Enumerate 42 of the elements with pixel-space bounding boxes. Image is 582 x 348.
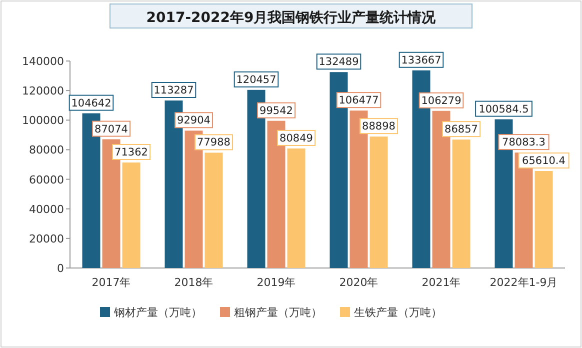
bar bbox=[534, 170, 553, 268]
bar bbox=[122, 162, 140, 268]
data-label: 113287 bbox=[154, 84, 194, 96]
y-tick-label: 120000 bbox=[22, 84, 64, 98]
y-tick-label: 100000 bbox=[22, 114, 64, 128]
chart-title: 2017-2022年9月我国钢铁行业产量统计情况 bbox=[146, 9, 437, 26]
legend-label: 粗钢产量（万吨） bbox=[234, 306, 322, 319]
x-tick-label: 2021年 bbox=[422, 276, 461, 289]
data-label: 71362 bbox=[114, 146, 148, 158]
data-label: 100584.5 bbox=[478, 103, 529, 116]
y-tick-label: 80000 bbox=[29, 144, 64, 157]
x-tick-label: 2020年 bbox=[339, 276, 378, 289]
x-tick-label: 2018年 bbox=[174, 276, 214, 289]
data-label: 132489 bbox=[318, 56, 359, 68]
legend-label: 钢材产量（万吨） bbox=[113, 306, 202, 319]
data-label: 106477 bbox=[338, 94, 379, 107]
data-label: 80849 bbox=[280, 132, 313, 144]
data-label: 86857 bbox=[444, 124, 478, 136]
x-tick-label: 2019年 bbox=[256, 276, 296, 289]
y-tick-label: 20000 bbox=[29, 232, 64, 246]
data-label: 99542 bbox=[260, 104, 293, 117]
x-tick-label: 2017年 bbox=[92, 276, 131, 289]
legend-label: 生铁产量（万吨） bbox=[354, 306, 442, 319]
x-tick-label: 2022年1-9月 bbox=[490, 276, 558, 289]
data-label: 65610.4 bbox=[522, 154, 566, 167]
y-tick-label: 0 bbox=[57, 262, 64, 275]
bar bbox=[287, 148, 306, 268]
y-tick-label: 40000 bbox=[29, 202, 64, 216]
bar bbox=[204, 152, 223, 268]
data-label: 120457 bbox=[236, 74, 276, 86]
y-tick-label: 60000 bbox=[29, 173, 64, 186]
data-label: 106279 bbox=[421, 94, 462, 107]
data-label: 87074 bbox=[94, 123, 128, 136]
data-label: 88898 bbox=[362, 120, 396, 133]
data-label: 133667 bbox=[401, 54, 442, 66]
y-tick-label: 140000 bbox=[22, 55, 64, 68]
data-label: 78083.3 bbox=[502, 136, 546, 149]
data-label: 77988 bbox=[197, 136, 230, 149]
data-label: 104642 bbox=[71, 97, 112, 110]
bar bbox=[452, 140, 470, 268]
data-label: 92904 bbox=[177, 114, 211, 127]
bar bbox=[370, 136, 388, 268]
